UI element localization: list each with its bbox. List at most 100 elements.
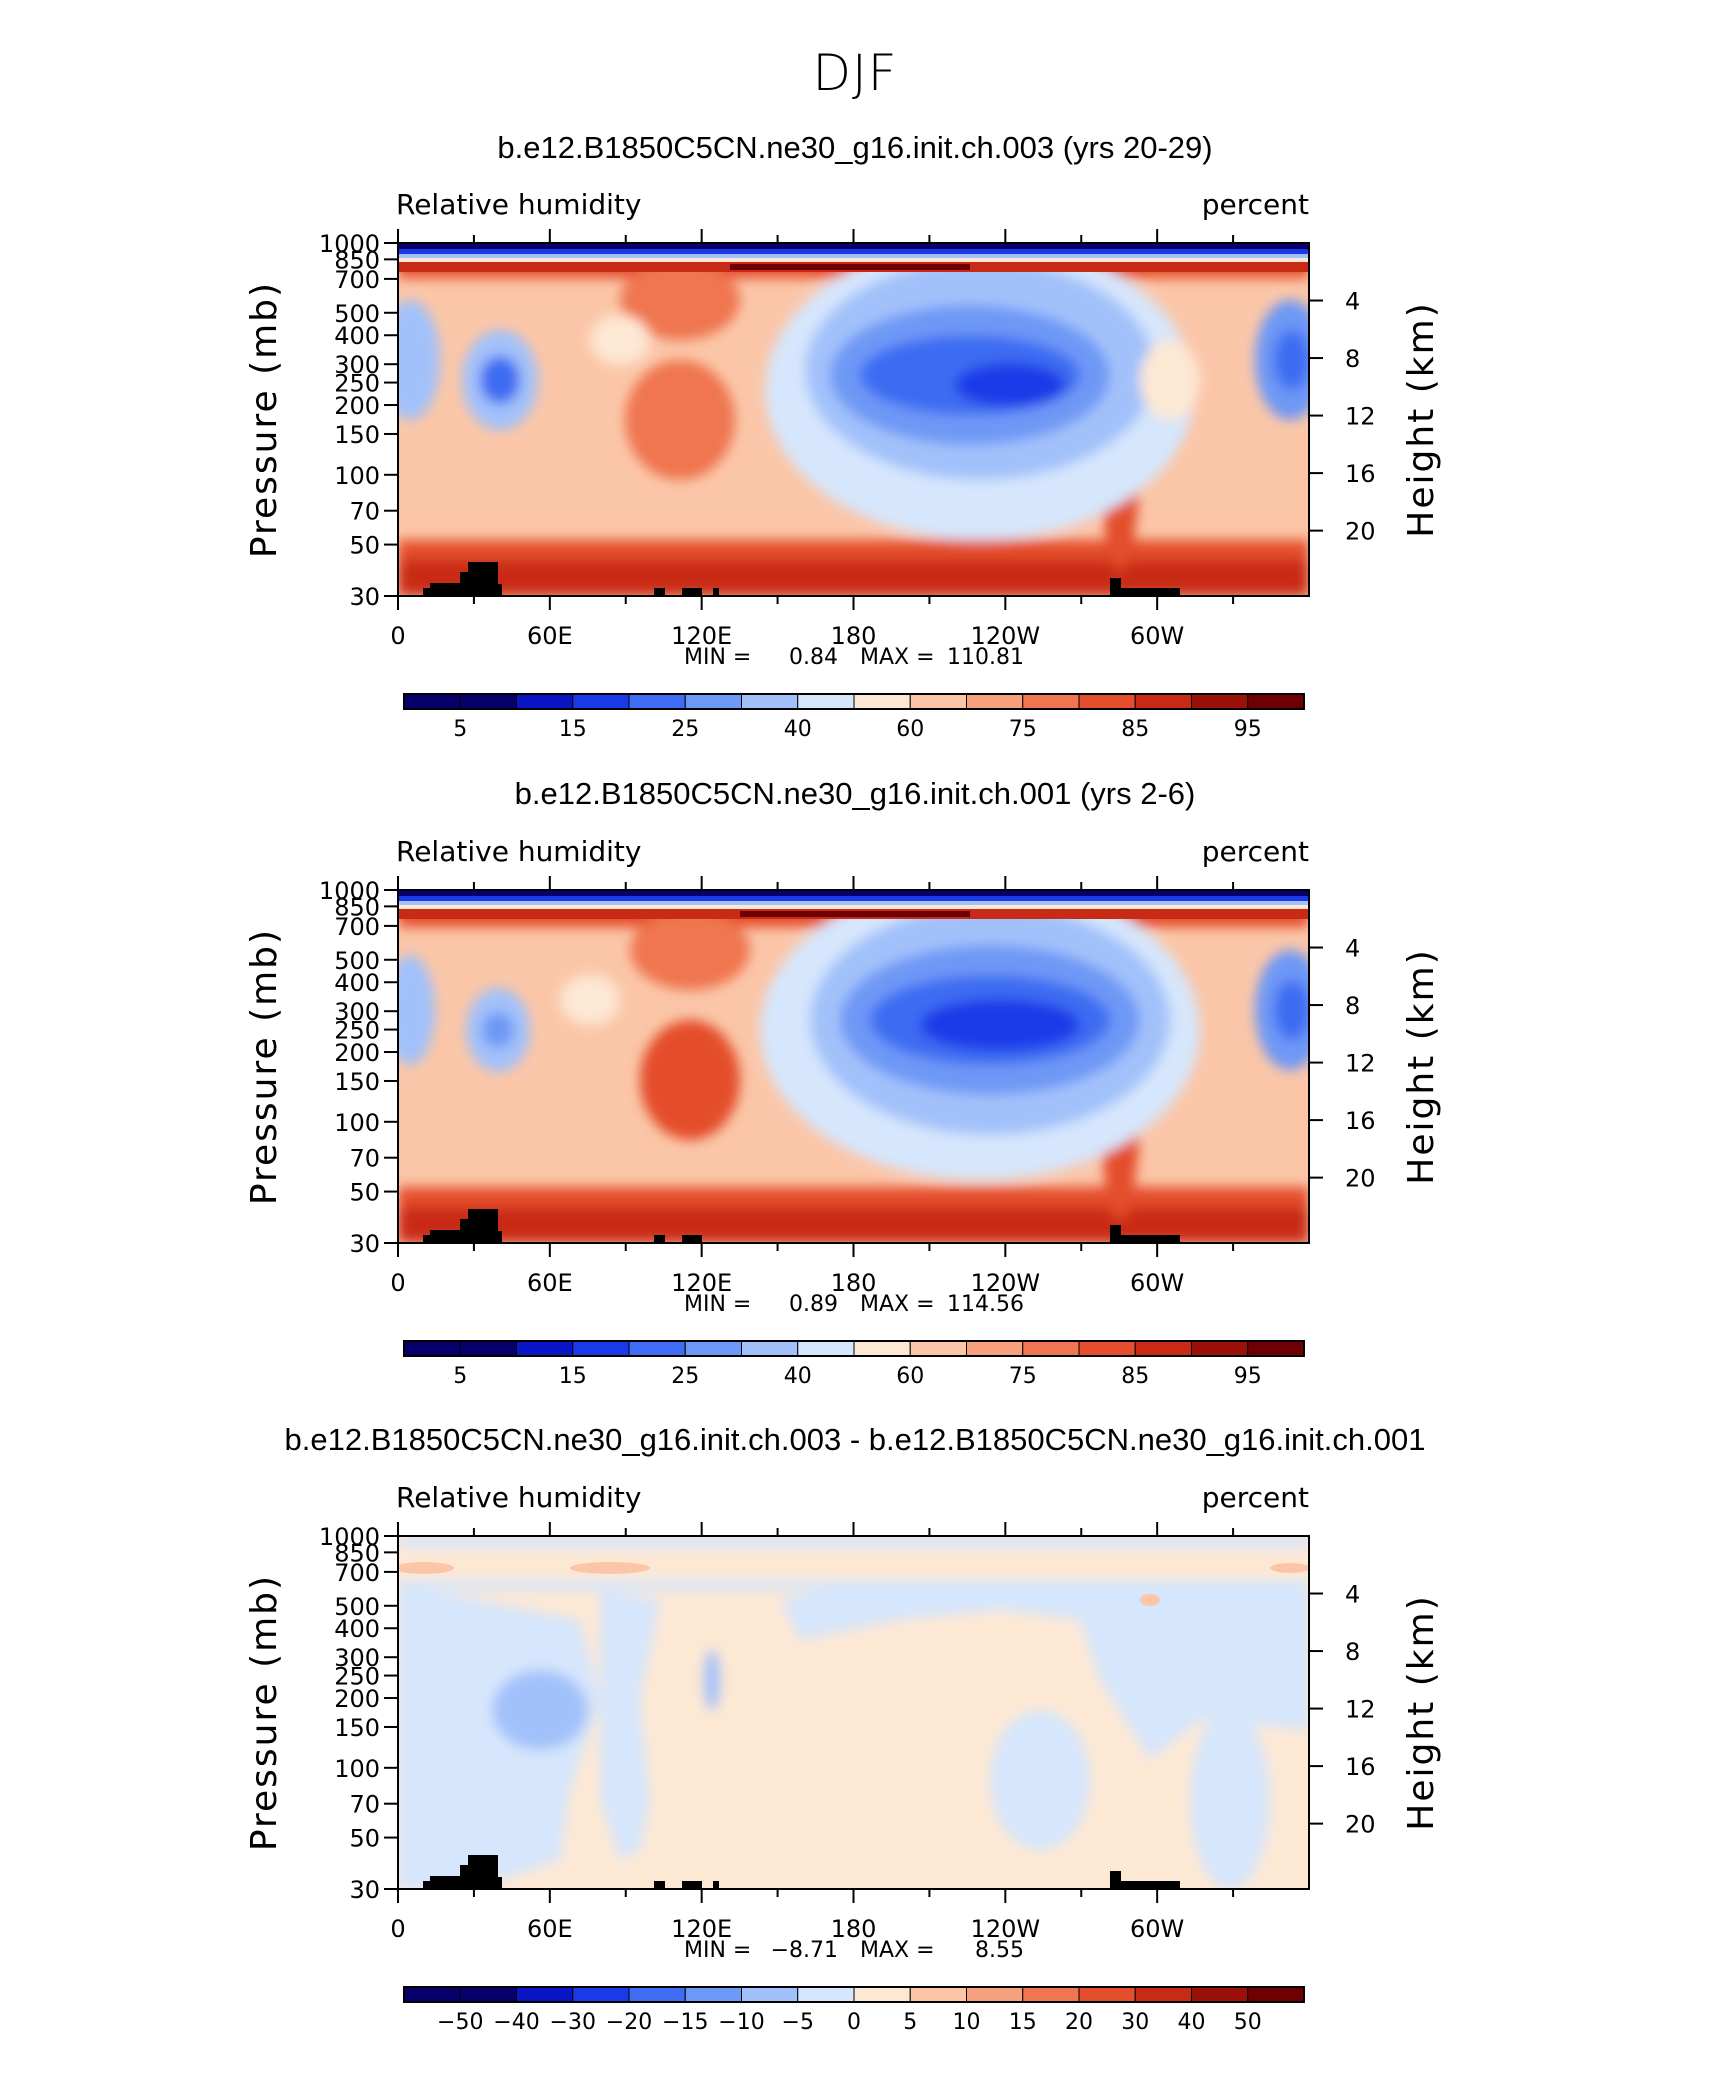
colorbar-box [403,1340,461,1357]
panel-2-title: b.e12.B1850C5CN.ne30_g16.init.ch.001 (yr… [514,776,1196,811]
lon-tick-label: 120W [971,1915,1041,1943]
min-label: MIN = [684,1938,751,1963]
colorbar-box [1191,693,1249,710]
lon-tick-label: 120W [971,622,1041,650]
panel-3-contour-field [398,1536,1309,1889]
min-value: 0.89 [789,1292,838,1317]
panel-3-left-string: Relative humidity [396,1481,641,1514]
left-axis-title: Pressure (mb) [244,928,285,1205]
height-tick-label: 20 [1345,1165,1376,1193]
panel-1-title: b.e12.B1850C5CN.ne30_g16.init.ch.003 (yr… [497,130,1213,165]
panel-1-right-string: percent [1202,188,1309,221]
height-tick-label: 12 [1345,1050,1376,1078]
colorbar-label: 75 [1009,1364,1037,1389]
height-tick-label: 12 [1345,1696,1376,1724]
min-label: MIN = [684,1292,751,1317]
lon-tick-label: 180 [831,1269,877,1297]
colorbar-box [572,693,630,710]
pressure-tick-label: 50 [349,532,380,560]
colorbar-label: 30 [1121,2010,1149,2035]
pressure-tick-label: 100 [334,1109,380,1137]
colorbar-label: 40 [784,1364,812,1389]
panel-1-colorbar: 5 15 25 40 60 75 85 95 [403,693,1305,742]
colorbar-box [966,1986,1024,2003]
panel-2: Relative humidity percent [396,835,1310,1244]
colorbar-box [1247,1340,1305,1357]
colorbar-box [684,693,742,710]
min-value: −8.71 [771,1938,838,1963]
colorbar-box [1191,1986,1249,2003]
colorbar-label: 25 [671,1364,699,1389]
colorbar-box [628,693,686,710]
lon-tick-label: 180 [831,1915,877,1943]
colorbar-box [628,1986,686,2003]
colorbar-box [1022,693,1080,710]
pressure-tick-label: 30 [349,583,380,611]
pressure-tick-label: 400 [334,322,380,350]
colorbar-label: 15 [559,717,587,742]
colorbar-box [459,1986,517,2003]
pressure-tick-label: 700 [334,266,380,294]
lon-tick-label: 120W [971,1269,1041,1297]
height-tick-label: 20 [1345,1811,1376,1839]
pressure-tick-label: 30 [349,1876,380,1904]
lon-tick-label: 60W [1130,622,1184,650]
panel-3: Relative humidity percent [396,1481,1310,1890]
colorbar-label: 5 [453,1364,467,1389]
colorbar-label: 15 [559,1364,587,1389]
height-tick-label: 20 [1345,518,1376,546]
pressure-tick-label: 300 [334,998,380,1026]
colorbar-box [1247,693,1305,710]
lon-tick-label: 120E [671,1269,732,1297]
colorbar-label: 85 [1121,1364,1149,1389]
colorbar-label: −40 [493,2010,539,2035]
pressure-tick-label: 400 [334,1615,380,1643]
pressure-tick-label: 100 [334,1755,380,1783]
colorbar-box [797,1340,855,1357]
colorbar-label: −50 [437,2010,483,2035]
lon-tick-label: 0 [390,1269,405,1297]
colorbar-box [741,1340,799,1357]
colorbar-box [572,1340,630,1357]
colorbar-box [797,693,855,710]
colorbar-box [1134,1340,1192,1357]
lon-tick-label: 60E [527,1269,573,1297]
colorbar-label: 40 [784,717,812,742]
colorbar-box [684,1986,742,2003]
left-axis-title: Pressure (mb) [244,1574,285,1851]
height-tick-label: 4 [1345,288,1360,316]
pressure-tick-label: 100 [334,462,380,490]
colorbar-label: 75 [1009,717,1037,742]
colorbar-label: −20 [606,2010,652,2035]
colorbar-box [459,693,517,710]
pressure-tick-label: 70 [349,1791,380,1819]
panel-1-contour-field [398,243,1309,596]
pressure-tick-label: 300 [334,351,380,379]
colorbar-label: 60 [896,1364,924,1389]
pressure-tick-label: 30 [349,1230,380,1258]
pressure-tick-label: 500 [334,1593,380,1621]
height-tick-label: 8 [1345,1638,1360,1666]
height-tick-label: 4 [1345,935,1360,963]
colorbar-box [1134,693,1192,710]
height-tick-label: 16 [1345,1107,1376,1135]
colorbar-box [1191,1340,1249,1357]
colorbar-box [572,1986,630,2003]
panel-2-colorbar: 5 15 25 40 60 75 85 95 [403,1340,1305,1389]
panel-3-right-string: percent [1202,1481,1309,1514]
colorbar-box [853,1340,911,1357]
pressure-tick-label: 250 [334,1663,380,1691]
pressure-tick-label: 200 [334,392,380,420]
panel-2-contour-field [398,890,1309,1243]
pressure-tick-label: 70 [349,1145,380,1173]
colorbar-label: 60 [896,717,924,742]
colorbar-box [403,1986,461,2003]
panel-2-axes: 3050701001502002503004005007008501000201… [244,876,1442,1389]
colorbar-label: 50 [1234,2010,1262,2035]
pressure-tick-label: 500 [334,300,380,328]
axes-layer: 3050701001502002503004005007008501000201… [244,229,1442,2035]
panel-2-left-string: Relative humidity [396,835,641,868]
lon-tick-label: 60E [527,622,573,650]
colorbar-label: 95 [1234,1364,1262,1389]
